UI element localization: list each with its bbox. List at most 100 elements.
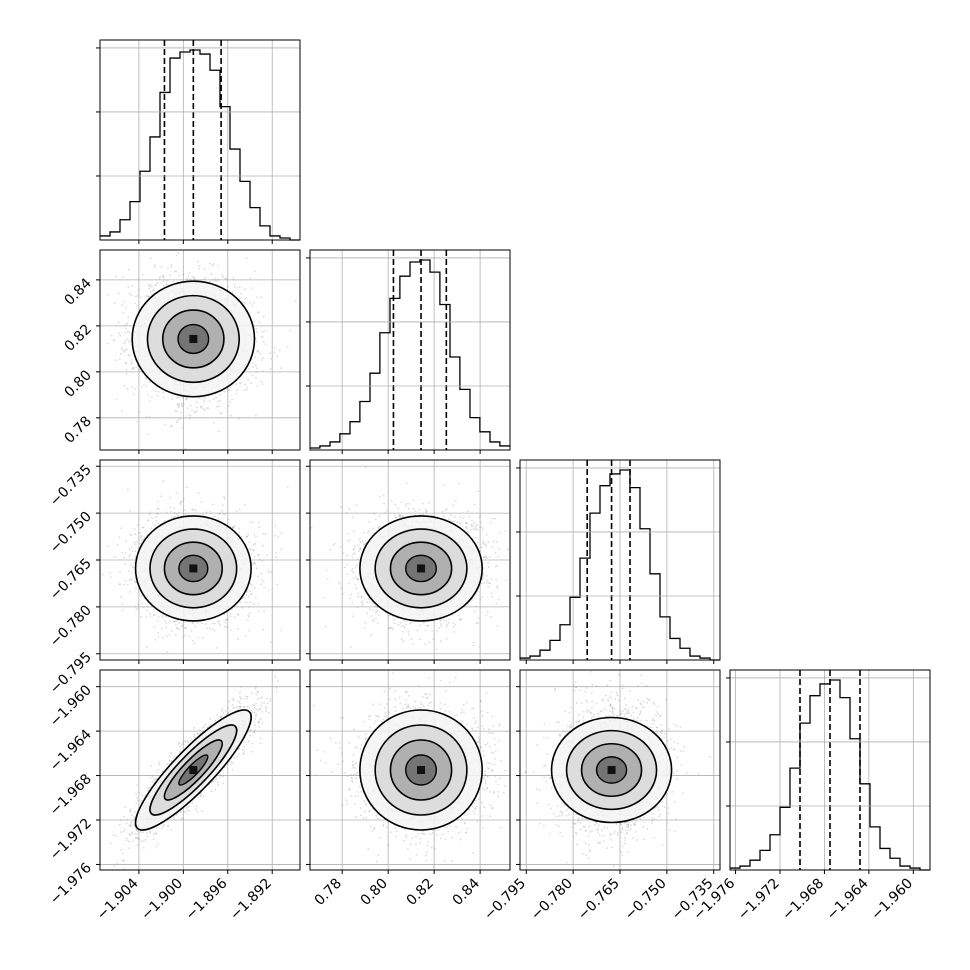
scatter-point [175, 620, 178, 623]
scatter-point [193, 277, 196, 280]
panel-content [102, 479, 289, 653]
scatter-point [146, 433, 149, 435]
scatter-point [204, 623, 207, 626]
scatter-point [232, 527, 234, 530]
contour-line [146, 294, 240, 384]
scatter-point [175, 270, 178, 273]
scatter-point [123, 556, 125, 559]
scatter-point [197, 260, 199, 263]
scatter-point [200, 279, 203, 282]
scatter-point [249, 277, 252, 280]
scatter-point [262, 340, 265, 343]
scatter-point [159, 282, 162, 285]
scatter-point [235, 383, 238, 386]
scatter-point [165, 635, 168, 637]
contour-line [161, 309, 225, 369]
scatter-point [124, 331, 126, 334]
scatter-point [188, 272, 191, 275]
scatter-point [247, 595, 250, 598]
scatter-point [217, 622, 220, 625]
scatter-point [184, 626, 187, 629]
scatter-point [241, 606, 244, 609]
scatter-point [224, 513, 227, 516]
scatter-point [286, 345, 289, 348]
x-tick-label: −1.972 [735, 876, 783, 924]
scatter-point [135, 541, 138, 543]
scatter-point [238, 531, 241, 534]
scatter-point [263, 586, 265, 589]
scatter-point [254, 596, 257, 599]
scatter-point [153, 266, 156, 269]
scatter-point [180, 402, 183, 405]
scatter-point [127, 488, 129, 491]
scatter-point [248, 612, 251, 615]
scatter-point [191, 409, 193, 412]
scatter-point [130, 363, 133, 365]
scatter-point [246, 590, 248, 593]
scatter-point [194, 410, 197, 413]
scatter-point [124, 579, 127, 582]
scatter-point [237, 628, 240, 631]
scatter-point [151, 396, 153, 399]
scatter-point [252, 602, 255, 605]
scatter-point [265, 554, 268, 557]
scatter-point [184, 634, 187, 637]
scatter-point [229, 401, 232, 403]
scatter-point [245, 257, 248, 259]
scatter-point [186, 407, 189, 410]
scatter-point [232, 526, 235, 529]
scatter-point [253, 320, 256, 323]
scatter-point [199, 406, 202, 409]
scatter-point [247, 533, 250, 536]
scatter-point [239, 601, 242, 604]
scatter-point [258, 558, 261, 561]
scatter-point [162, 275, 165, 278]
scatter-point [169, 620, 172, 622]
scatter-point [228, 518, 231, 521]
scatter-point [127, 316, 130, 318]
scatter-point [149, 257, 152, 260]
scatter-point [134, 295, 137, 298]
scatter-point [220, 412, 223, 415]
scatter-point [140, 385, 143, 388]
scatter-point [151, 289, 154, 292]
scatter-point [261, 357, 264, 360]
scatter-point [253, 555, 256, 558]
panel-frame [729, 669, 931, 871]
scatter-point [142, 526, 145, 529]
scatter-point [157, 522, 160, 525]
scatter-point [202, 513, 204, 516]
contour-line [177, 323, 210, 355]
scatter-point [131, 284, 133, 287]
scatter-point [261, 383, 264, 385]
scatter-point [117, 321, 120, 324]
scatter-point [168, 633, 171, 636]
scatter-point [161, 627, 163, 630]
scatter-point [156, 513, 159, 515]
y-tick-label: 0.84 [61, 275, 94, 308]
scatter-point [256, 553, 259, 556]
scatter-point [213, 629, 216, 632]
scatter-point [236, 286, 239, 289]
scatter-point [158, 277, 161, 280]
scatter-point [252, 366, 255, 368]
scatter-point [165, 283, 168, 286]
scatter-point [147, 295, 149, 298]
scatter-point [228, 389, 231, 392]
scatter-point [232, 526, 235, 528]
scatter-point [257, 385, 259, 387]
scatter-point [212, 421, 215, 424]
scatter-panel-0-1: 0.780.800.820.84 [61, 249, 301, 454]
scatter-point [119, 334, 122, 337]
scatter-point [126, 348, 128, 351]
scatter-point [274, 525, 277, 527]
scatter-point [128, 579, 131, 582]
scatter-point [276, 355, 279, 358]
scatter-point [250, 374, 253, 377]
scatter-point [183, 627, 186, 629]
scatter-point [176, 513, 178, 516]
scatter-point [156, 512, 158, 515]
scatter-point [123, 350, 126, 353]
scatter-point [240, 296, 243, 299]
scatter-point [269, 352, 272, 355]
